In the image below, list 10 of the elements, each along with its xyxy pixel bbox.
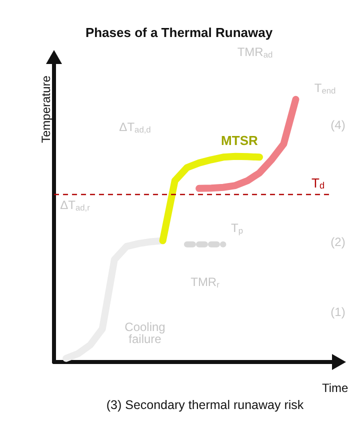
x-axis-title: Time xyxy=(322,381,349,395)
text: (3) Secondary thermal runaway risk xyxy=(106,398,304,412)
annotation: Cooling failure xyxy=(124,320,166,346)
y-axis-title: Temperature xyxy=(39,75,53,143)
annotation: (1) xyxy=(330,305,346,319)
annotation: (4) xyxy=(330,118,346,132)
annotation: (2) xyxy=(330,235,346,249)
ref-line-label: Td xyxy=(311,175,324,191)
series-label: MTSR xyxy=(221,133,258,148)
chart-title: Phases of a Thermal Runaway xyxy=(85,25,274,40)
